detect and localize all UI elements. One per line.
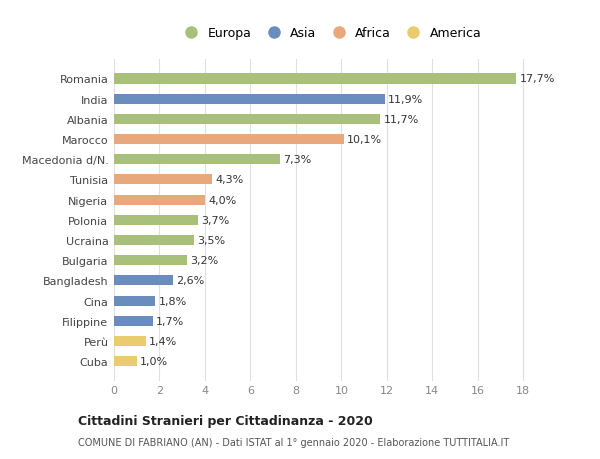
Bar [114, 74, 517, 84]
Text: 1,4%: 1,4% [149, 336, 178, 346]
Text: 11,9%: 11,9% [388, 95, 423, 105]
Text: COMUNE DI FABRIANO (AN) - Dati ISTAT al 1° gennaio 2020 - Elaborazione TUTTITALI: COMUNE DI FABRIANO (AN) - Dati ISTAT al … [78, 437, 509, 447]
Bar [114, 316, 152, 326]
Bar [114, 336, 146, 346]
Legend: Europa, Asia, Africa, America: Europa, Asia, Africa, America [179, 28, 481, 40]
Text: 3,7%: 3,7% [202, 215, 230, 225]
Text: 10,1%: 10,1% [347, 135, 382, 145]
Text: 11,7%: 11,7% [383, 115, 419, 124]
Text: 3,5%: 3,5% [197, 235, 225, 246]
Bar [114, 215, 198, 225]
Text: 1,8%: 1,8% [158, 296, 187, 306]
Text: 4,0%: 4,0% [208, 195, 236, 205]
Text: 17,7%: 17,7% [520, 74, 555, 84]
Bar [114, 256, 187, 266]
Bar [114, 175, 212, 185]
Bar [114, 95, 385, 105]
Text: 1,7%: 1,7% [156, 316, 184, 326]
Text: 4,3%: 4,3% [215, 175, 244, 185]
Text: Cittadini Stranieri per Cittadinanza - 2020: Cittadini Stranieri per Cittadinanza - 2… [78, 414, 373, 428]
Text: 2,6%: 2,6% [176, 276, 205, 286]
Bar [114, 296, 155, 306]
Bar [114, 115, 380, 125]
Bar [114, 134, 344, 145]
Text: 1,0%: 1,0% [140, 356, 168, 366]
Bar [114, 195, 205, 205]
Bar [114, 276, 173, 286]
Text: 3,2%: 3,2% [190, 256, 218, 266]
Bar [114, 235, 194, 246]
Bar [114, 356, 137, 366]
Bar [114, 155, 280, 165]
Text: 7,3%: 7,3% [283, 155, 311, 165]
